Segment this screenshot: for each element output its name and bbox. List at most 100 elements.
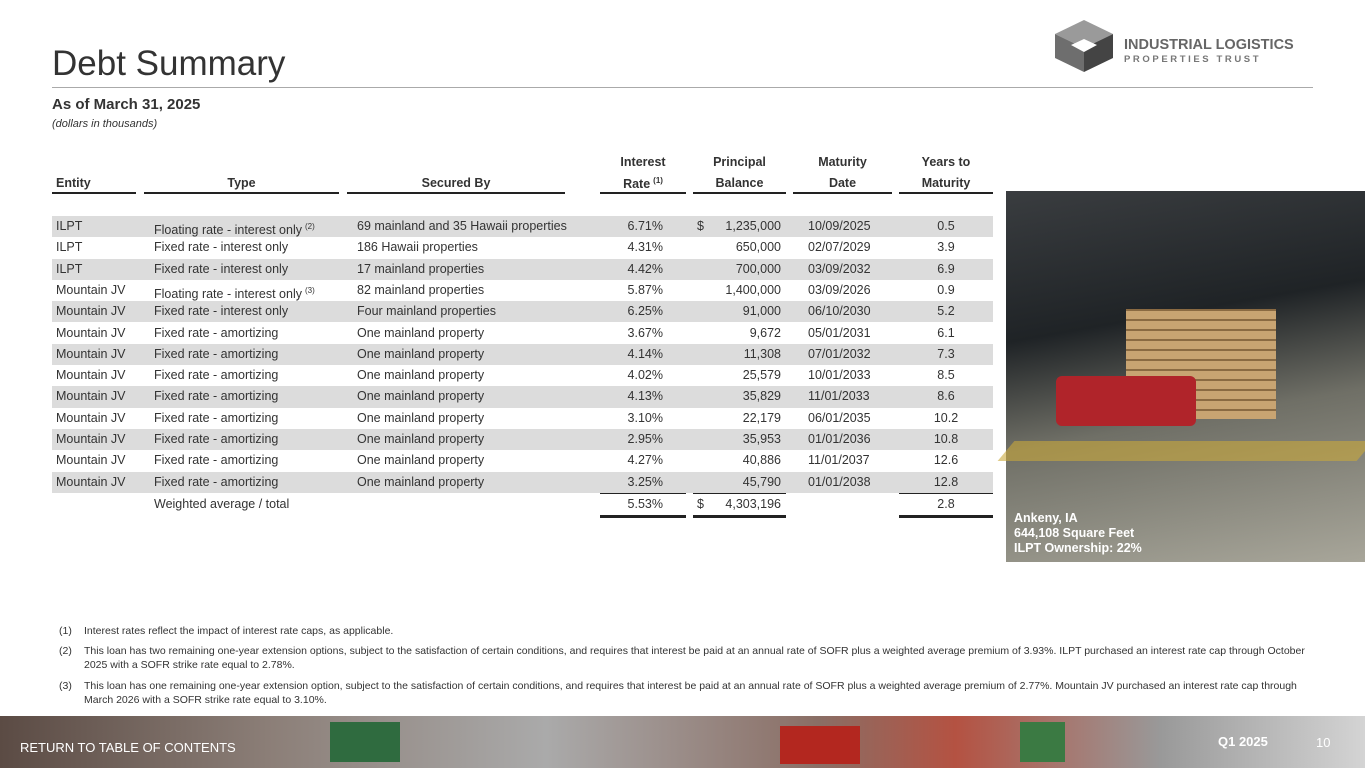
table-cell: 03/09/2026 xyxy=(808,282,871,297)
table-cell: 7.3 xyxy=(937,346,955,361)
column-header: Maturity xyxy=(818,155,867,169)
table-cell: 3.10% xyxy=(627,410,663,425)
table-cell: 03/09/2032 xyxy=(808,261,871,276)
logo-mark xyxy=(1055,20,1113,72)
footnote-marker: (1) xyxy=(59,625,72,637)
total-cell: 5.53% xyxy=(627,496,663,511)
footer-image xyxy=(0,716,1365,768)
table-cell: Mountain JV xyxy=(56,282,126,297)
table-cell: 22,179 xyxy=(742,410,781,425)
table-cell: Mountain JV xyxy=(56,346,126,361)
footnote-text: Interest rates reflect the impact of int… xyxy=(84,625,394,637)
table-cell: 3.67% xyxy=(627,325,663,340)
table-cell: Mountain JV xyxy=(56,410,126,425)
column-header: Rate (1) xyxy=(623,176,663,192)
column-header: Type xyxy=(227,176,256,190)
title-rule xyxy=(52,87,1313,88)
table-cell: One mainland property xyxy=(357,325,485,340)
header-rule xyxy=(347,192,565,194)
table-cell: 4.42% xyxy=(627,261,663,276)
table-cell: One mainland property xyxy=(357,368,485,383)
table-cell: 10/09/2025 xyxy=(808,219,871,233)
title: Debt Summary xyxy=(52,44,286,83)
table-cell: ILPT xyxy=(56,219,83,233)
logo-name: INDUSTRIAL LOGISTICS xyxy=(1124,37,1294,53)
table-cell: 4.14% xyxy=(627,346,663,361)
toc-link[interactable]: RETURN TO TABLE OF CONTENTS xyxy=(20,740,236,755)
total-cell: 4,303,196 xyxy=(725,496,781,511)
table-cell: 4.13% xyxy=(627,389,663,404)
table-cell: Mountain JV xyxy=(56,432,126,446)
table-cell: 700,000 xyxy=(735,261,781,276)
row-stripe xyxy=(52,258,993,280)
caption-line: 644,108 Square Feet xyxy=(1014,526,1135,540)
table-cell: 3.25% xyxy=(627,474,663,489)
row-stripe xyxy=(52,216,993,238)
table-cell: One mainland property xyxy=(357,410,485,425)
table-cell: One mainland property xyxy=(357,346,485,361)
page-number: 10 xyxy=(1316,735,1331,750)
column-header: Years to xyxy=(921,155,971,169)
subtitle: As of March 31, 2025 xyxy=(52,96,201,113)
table-cell: 40,886 xyxy=(742,453,781,468)
table-cell: One mainland property xyxy=(357,474,485,489)
table-cell: Mountain JV xyxy=(56,389,126,404)
table-cell: 1,235,000 xyxy=(725,219,781,233)
table-cell: Fixed rate - amortizing xyxy=(154,389,279,404)
footnote-ref: (3) xyxy=(305,285,315,295)
footnote-text: This loan has two remaining one-year ext… xyxy=(84,645,1305,671)
table-cell: 10.2 xyxy=(933,410,959,425)
total-double-rule xyxy=(899,514,993,518)
table-cell: $ xyxy=(697,219,704,233)
units-note: (dollars in thousands) xyxy=(52,118,158,130)
row-stripe xyxy=(52,429,993,451)
row-stripe xyxy=(52,471,993,493)
warehouse-photo: Ankeny, IA 644,108 Square Feet ILPT Owners… xyxy=(997,191,1365,562)
column-header: Interest xyxy=(620,155,666,169)
floor-stripe xyxy=(997,441,1365,461)
header-rule xyxy=(144,192,339,194)
table-cell: Floating rate - interest only (2) xyxy=(154,222,315,238)
table-cell: Mountain JV xyxy=(56,368,126,383)
table-cell: 5.2 xyxy=(937,304,955,319)
table-cell: 10.8 xyxy=(933,432,959,446)
column-header: Secured By xyxy=(421,176,491,190)
table-cell: 11,308 xyxy=(743,346,781,361)
table-cell: ILPT xyxy=(56,261,83,276)
table-cell: Floating rate - interest only (3) xyxy=(154,285,315,302)
table-cell: Fixed rate - amortizing xyxy=(154,453,279,468)
table-cell: 91,000 xyxy=(742,304,781,319)
table-cell: 12.8 xyxy=(933,474,959,489)
caption-line: ILPT Ownership: 22% xyxy=(1014,541,1142,555)
logo-tagline: PROPERTIES TRUST xyxy=(1124,54,1262,65)
table-cell: Four mainland properties xyxy=(357,304,496,319)
trailer xyxy=(330,722,400,762)
table-cell: Fixed rate - interest only xyxy=(154,304,289,319)
total-rule xyxy=(899,492,993,494)
table-cell: 0.5 xyxy=(937,219,955,233)
table-cell: Mountain JV xyxy=(56,474,126,489)
footnote-marker: (2) xyxy=(59,645,72,657)
header-rule xyxy=(899,192,993,194)
header-rule xyxy=(52,192,136,194)
table-cell: 12.6 xyxy=(933,453,959,468)
photo-caption: Ankeny, IA 644,108 Square Feet ILPT Owners… xyxy=(1014,511,1142,556)
header-rule xyxy=(600,192,686,194)
footnote-text: This loan has one remaining one-year ext… xyxy=(84,680,1297,706)
table-cell: 6.25% xyxy=(627,304,663,319)
column-header: Maturity xyxy=(921,176,971,190)
table-cell: 06/10/2030 xyxy=(808,304,871,319)
table-cell: 2.95% xyxy=(627,432,663,446)
column-header: Balance xyxy=(715,176,764,190)
truck xyxy=(780,726,860,764)
table-cell: Fixed rate - amortizing xyxy=(154,325,279,340)
period: Q1 2025 xyxy=(1218,734,1268,749)
table-cell: One mainland property xyxy=(357,389,485,404)
total-double-rule xyxy=(693,514,786,518)
table-cell: 10/01/2033 xyxy=(808,368,871,383)
table-cell: 4.31% xyxy=(627,240,663,255)
table-cell: 6.71% xyxy=(627,219,663,233)
row-stripe xyxy=(52,301,993,323)
table-cell: 07/01/2032 xyxy=(808,346,871,361)
